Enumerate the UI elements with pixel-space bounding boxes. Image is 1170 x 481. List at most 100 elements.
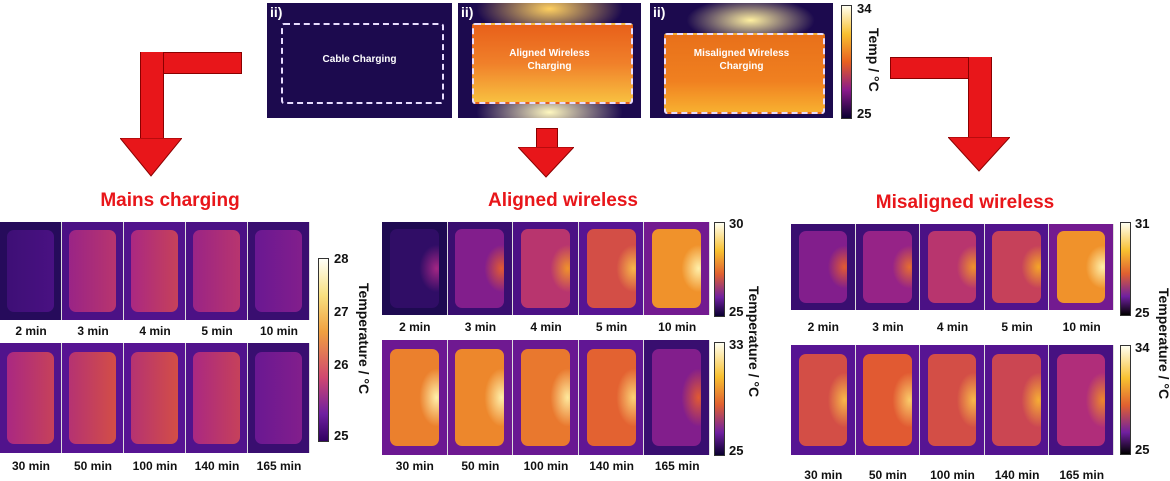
time-label: 50 min (461, 459, 500, 473)
phone-heat (7, 351, 54, 445)
thermal-image (513, 340, 579, 455)
misaligned-colorbar-top (1120, 222, 1131, 316)
thermal-image (0, 343, 62, 453)
thermal-image (984, 224, 1050, 310)
time-label: 10 min (1062, 320, 1101, 334)
time-label: 10 min (658, 320, 697, 334)
top-colorbar (841, 5, 852, 119)
arrow-left-head (120, 138, 182, 177)
time-label: 3 min (464, 320, 497, 334)
phone-heat (586, 349, 636, 446)
phone-heat (1057, 230, 1106, 304)
time-label: 4 min (530, 320, 562, 334)
group-title-misaligned: Misaligned wireless (875, 192, 1055, 213)
thermal-image (62, 343, 124, 453)
top-panel-aligned: ii) Aligned Wireless Charging (458, 3, 641, 118)
thermal-image (578, 340, 645, 455)
phone-heat (863, 353, 912, 447)
aligned-colorbar-bottom (714, 342, 725, 456)
thermal-image (447, 222, 514, 315)
time-label: 100 min (930, 468, 975, 481)
time-label: 165 min (654, 459, 700, 473)
thermal-image (248, 343, 310, 453)
thermal-image (447, 340, 514, 455)
misaligned-colorbar-bottom (1120, 345, 1131, 455)
thermal-image (248, 222, 310, 320)
time-label: 140 min (994, 468, 1040, 481)
time-label: 140 min (589, 459, 634, 473)
colorbar-label: Temperature / °C (746, 286, 762, 398)
arrow-right-head (948, 137, 1010, 172)
phone-heat (193, 351, 240, 445)
panel-tag: ii) (270, 4, 283, 20)
colorbar-min: 25 (1135, 442, 1150, 457)
panel-tag: ii) (461, 4, 474, 20)
phone-heat (652, 349, 702, 446)
arrow-left-v (140, 52, 164, 141)
colorbar-max: 34 (1135, 340, 1150, 355)
phone-heat (1057, 353, 1106, 447)
phone-heat (69, 229, 116, 313)
thermal-image (124, 343, 186, 453)
colorbar-min: 25 (729, 443, 744, 458)
phone-heat (7, 229, 54, 313)
phone-heat (193, 229, 240, 313)
phone-heat (586, 229, 636, 308)
time-label: 165 min (1059, 468, 1105, 481)
thermal-image (920, 224, 985, 310)
time-label: 2 min (807, 320, 839, 334)
time-label: 50 min (868, 468, 907, 481)
top-panel-cable: ii) Cable Charging (267, 3, 452, 118)
arrow-middle-head (518, 147, 574, 178)
colorbar-tick: 25 (334, 428, 349, 443)
time-label: 30 min (11, 459, 50, 473)
thermal-image (644, 222, 710, 315)
phone-heat (927, 353, 977, 447)
thermal-image (1049, 345, 1114, 455)
phone-heat (520, 229, 571, 308)
phone-heat (131, 229, 178, 313)
panel-label: Aligned Wireless (509, 48, 590, 59)
colorbar-tick: 28 (334, 251, 349, 266)
aligned-colorbar-top (714, 222, 725, 317)
colorbar-label: Temperature / °C (356, 283, 372, 395)
thermal-image (791, 345, 856, 455)
panel-tag: ii) (653, 4, 666, 20)
phone-heat (255, 351, 302, 445)
phone-outline (472, 23, 633, 104)
time-label: 30 min (395, 459, 434, 473)
colorbar-label: Temp / °C (866, 28, 882, 92)
phone-heat (455, 349, 505, 446)
phone-heat (389, 229, 439, 308)
colorbar-max: 30 (729, 216, 744, 231)
colorbar-min: 25 (857, 106, 872, 121)
top-panel-misaligned: ii) Misaligned Wireless Charging (650, 3, 833, 118)
phone-heat (992, 230, 1041, 304)
phone-outline (664, 33, 825, 114)
panel-label: Misaligned Wireless (693, 48, 790, 59)
group-title-aligned: Aligned wireless (488, 190, 638, 211)
colorbar-min: 25 (1135, 305, 1150, 320)
thermal-image (62, 222, 124, 320)
time-label: 2 min (399, 320, 431, 334)
time-label: 140 min (194, 459, 240, 473)
thermal-image (382, 340, 448, 455)
colorbar-max: 31 (1135, 216, 1150, 231)
phone-outline (281, 23, 444, 104)
group-title-mains: Mains charging (100, 190, 240, 211)
thermal-image (644, 340, 710, 455)
phone-heat (131, 351, 178, 445)
thermal-image (578, 222, 645, 315)
phone-heat (798, 230, 847, 304)
thermal-image (186, 343, 248, 453)
phone-heat (798, 353, 847, 447)
time-label: 3 min (77, 324, 109, 338)
time-label: 5 min (1001, 320, 1033, 334)
panel-label: Charging (527, 61, 572, 72)
thermal-image (855, 345, 921, 455)
phone-heat (69, 351, 116, 445)
arrow-right-v (968, 57, 992, 140)
thermal-image (186, 222, 248, 320)
mains-colorbar (318, 258, 329, 442)
time-label: 100 min (523, 459, 569, 473)
